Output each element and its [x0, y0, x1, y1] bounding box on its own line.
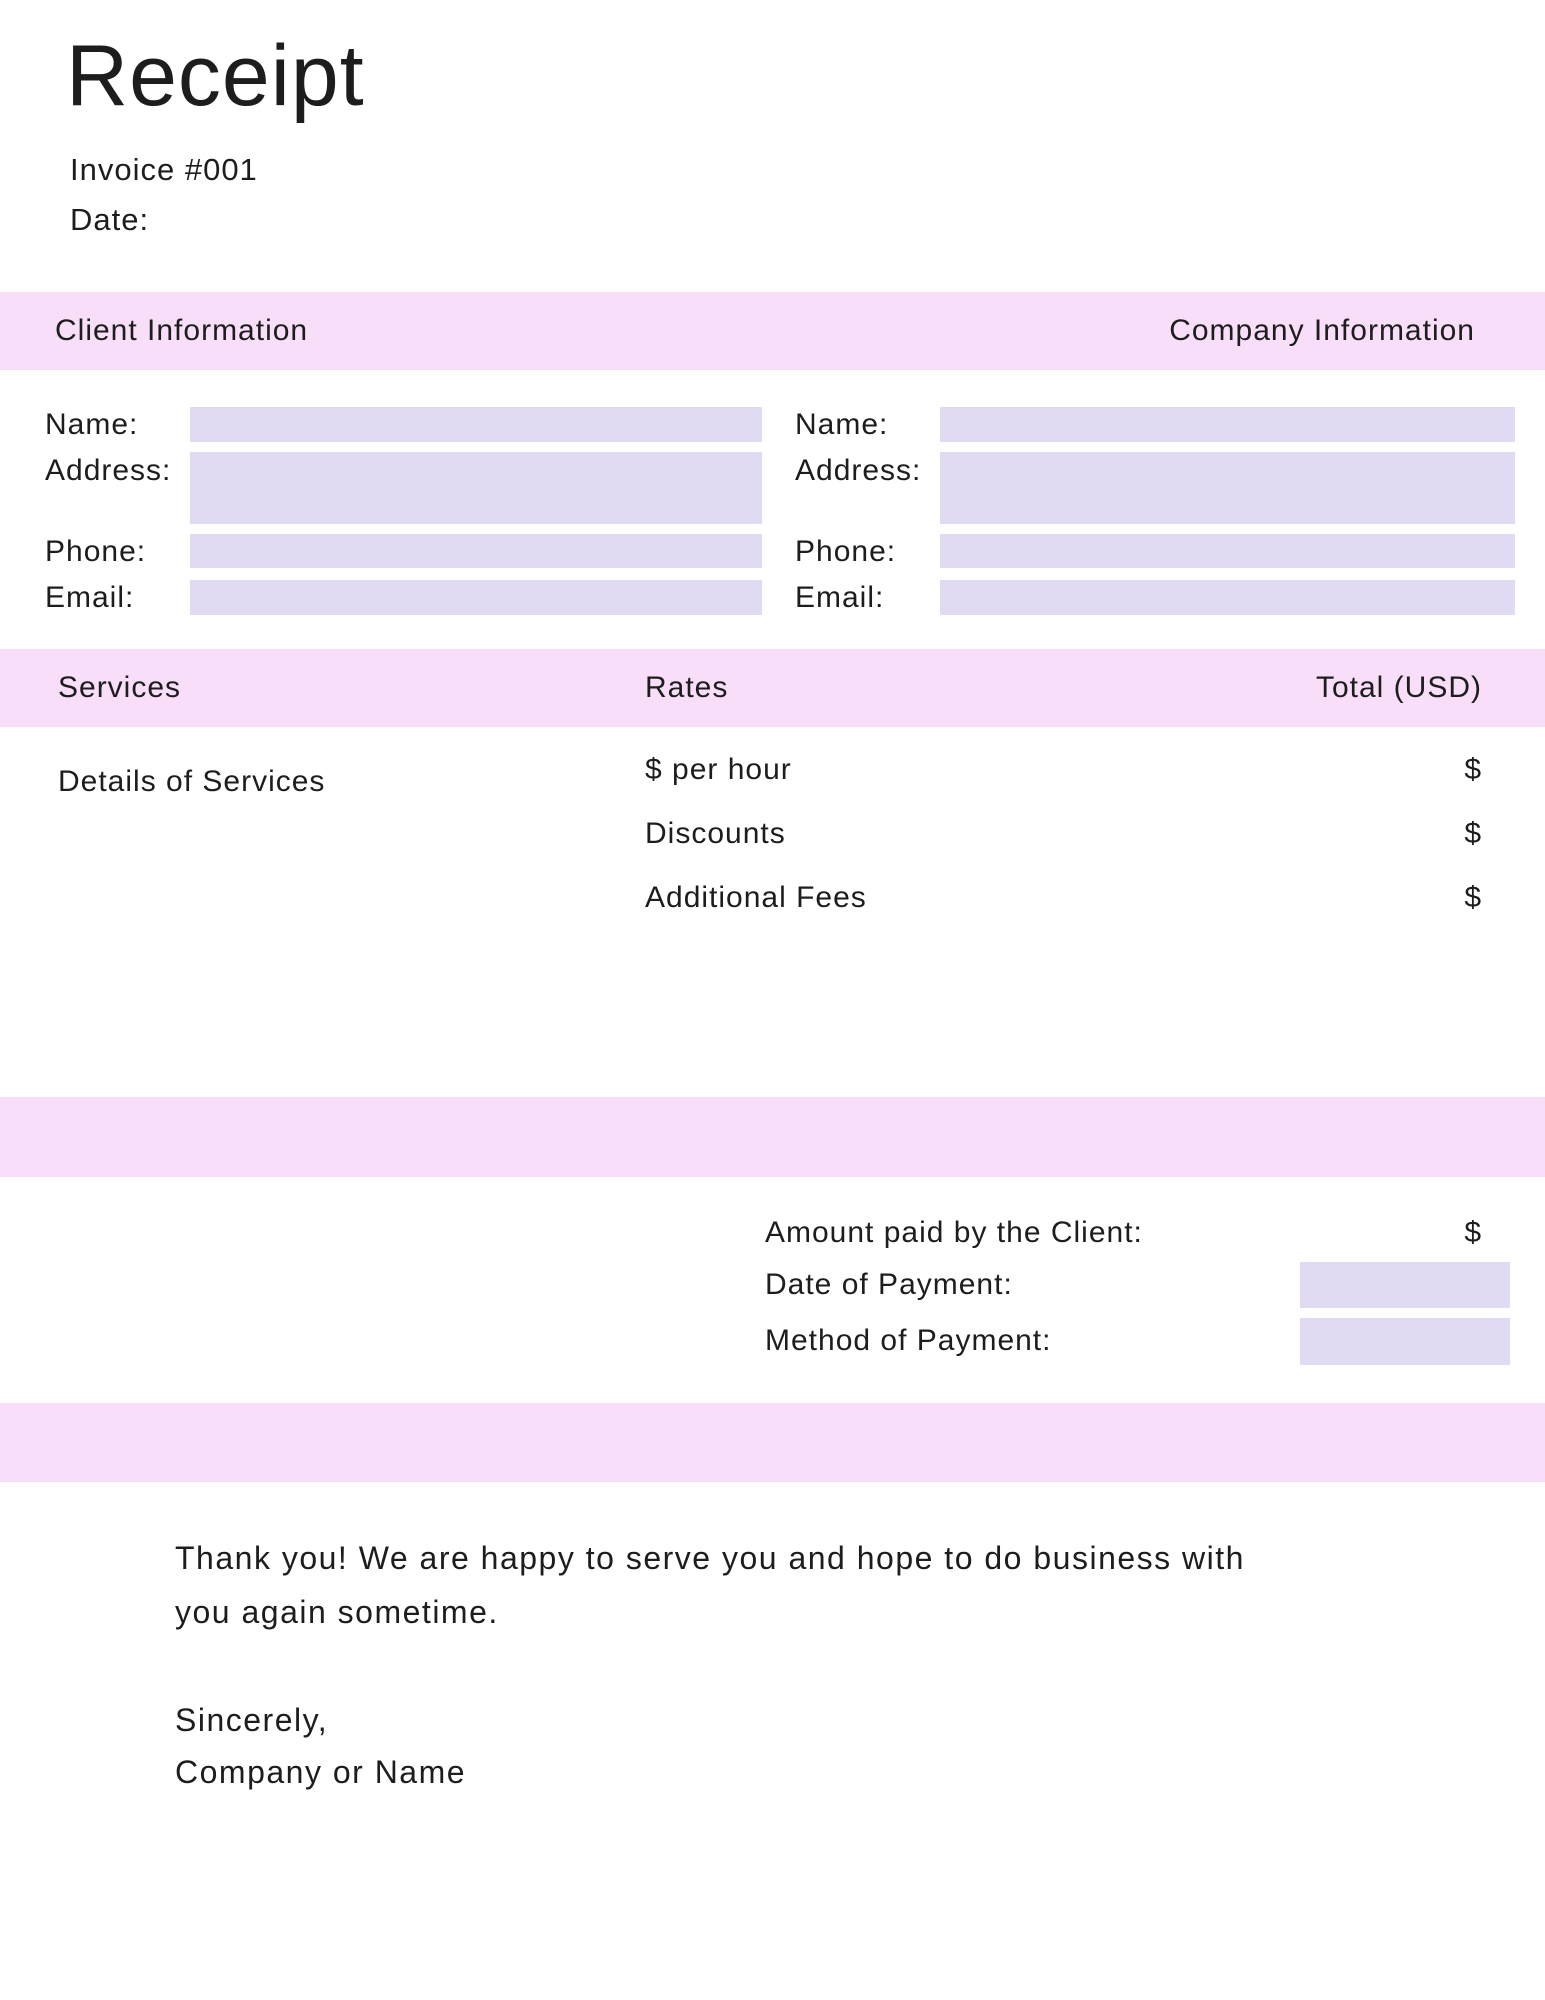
invoice-number: Invoice #001: [70, 152, 258, 187]
client-address-label: Address:: [45, 454, 172, 487]
services-header-band: Services Rates Total (USD): [0, 649, 1545, 727]
thank-you-line-1: Thank you! We are happy to serve you and…: [175, 1540, 1245, 1576]
company-address-label: Address:: [795, 454, 922, 487]
company-phone-field[interactable]: [940, 534, 1515, 568]
amount-paid-label: Amount paid by the Client:: [765, 1216, 1143, 1249]
company-address-field[interactable]: [940, 452, 1515, 524]
thank-you-line-2: you again sometime.: [175, 1594, 499, 1630]
client-name-field[interactable]: [190, 407, 762, 442]
service-details-label: Details of Services: [58, 765, 326, 798]
page-title: Receipt: [66, 28, 365, 124]
signature-name: Company or Name: [175, 1754, 467, 1790]
company-info-header: Company Information: [1169, 314, 1475, 347]
client-address-field[interactable]: [190, 452, 762, 524]
client-email-label: Email:: [45, 581, 135, 614]
rate-row-additional-fees: Additional Fees: [645, 881, 867, 914]
date-label: Date:: [70, 202, 150, 237]
payment-method-field[interactable]: [1300, 1318, 1510, 1365]
company-phone-label: Phone:: [795, 535, 897, 568]
company-email-label: Email:: [795, 581, 885, 614]
closing-text: Sincerely,: [175, 1702, 329, 1738]
rates-column-header: Rates: [645, 671, 729, 704]
payment-date-label: Date of Payment:: [765, 1268, 1013, 1301]
payment-date-field[interactable]: [1300, 1262, 1510, 1308]
total-value-discounts: $: [1464, 817, 1482, 850]
company-email-field[interactable]: [940, 580, 1515, 615]
divider-band-lower: [0, 1403, 1545, 1482]
total-value-additional-fees: $: [1464, 881, 1482, 914]
company-name-label: Name:: [795, 408, 889, 441]
client-phone-label: Phone:: [45, 535, 147, 568]
services-column-header: Services: [58, 671, 182, 704]
rate-row-per-hour: $ per hour: [645, 753, 792, 786]
client-name-label: Name:: [45, 408, 139, 441]
divider-band-upper: [0, 1097, 1545, 1177]
client-email-field[interactable]: [190, 580, 762, 615]
total-column-header: Total (USD): [1315, 671, 1482, 704]
company-name-field[interactable]: [940, 407, 1515, 442]
info-header-band: Client Information Company Information: [0, 292, 1545, 370]
rate-row-discounts: Discounts: [645, 817, 786, 850]
payment-method-label: Method of Payment:: [765, 1324, 1052, 1357]
amount-paid-value: $: [1464, 1216, 1482, 1249]
client-info-header: Client Information: [55, 314, 309, 347]
total-value-per-hour: $: [1464, 753, 1482, 786]
client-phone-field[interactable]: [190, 534, 762, 568]
